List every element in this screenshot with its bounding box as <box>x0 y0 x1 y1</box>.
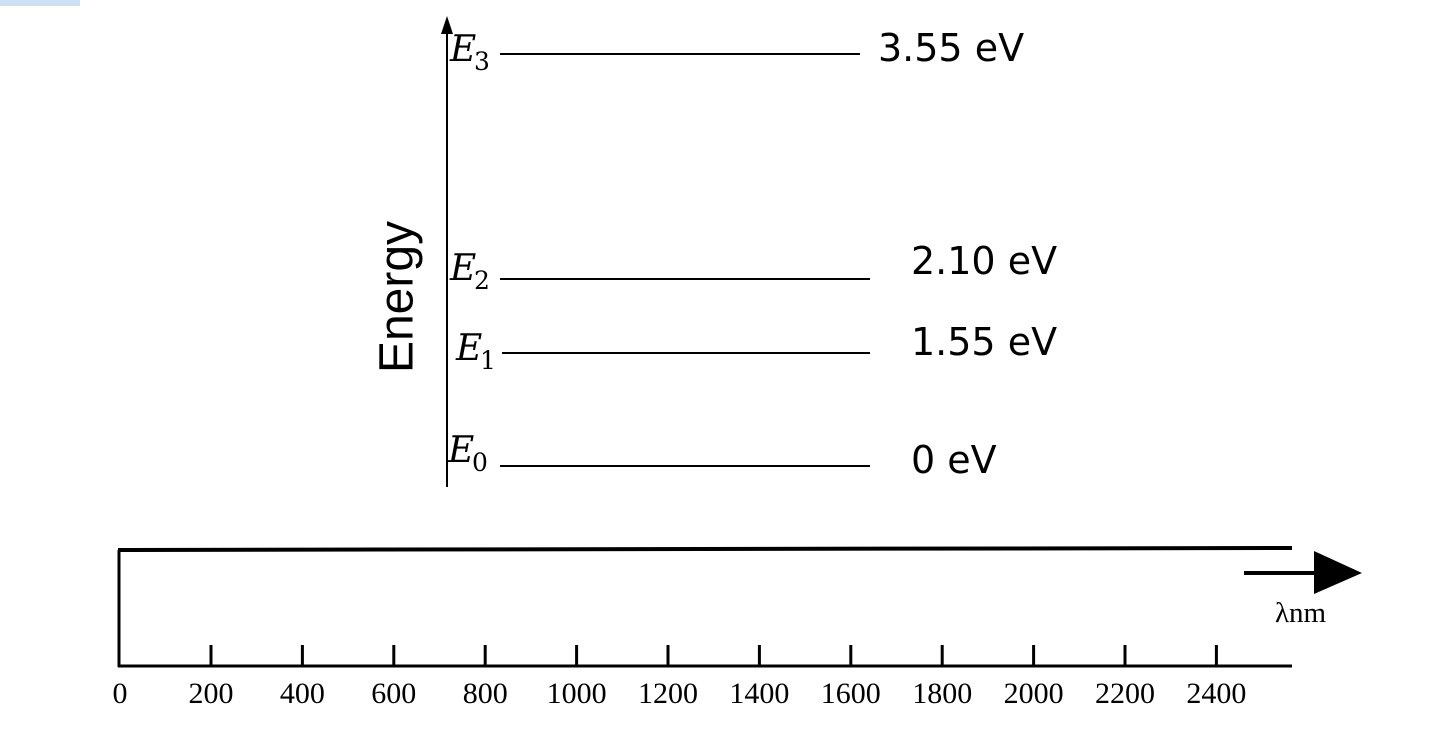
level-e2-subscript: 2 <box>474 266 490 295</box>
wavelength-tick-label-1400: 1400 <box>729 677 789 710</box>
energy-axis <box>441 16 453 487</box>
wavelength-tick-label-2000: 2000 <box>1004 677 1064 710</box>
level-e0-symbol: E <box>447 430 474 471</box>
corner-tab <box>0 0 80 6</box>
level-e2-value: 2.10 eV <box>911 239 1057 283</box>
wavelength-ticks <box>209 645 1218 666</box>
wavelength-tick-label-0: 0 <box>113 677 128 710</box>
level-e1-subscript: 1 <box>480 346 496 375</box>
wavelength-tick-label-1200: 1200 <box>638 677 698 710</box>
wavelength-tick-labels: 0 200 400 600 800 1000 1200 1400 1600 1800 2000 220… <box>113 677 1247 710</box>
wavelength-tick-label-1000: 1000 <box>547 677 607 710</box>
wavelength-scale <box>117 546 1293 668</box>
wavelength-tick-label-800: 800 <box>463 677 508 710</box>
energy-axis-arrow-icon <box>441 16 453 34</box>
energy-level-e1: E 1 1.55 eV <box>455 320 1057 375</box>
level-e0-value: 0 eV <box>911 438 997 482</box>
wavelength-tick-label-600: 600 <box>371 677 416 710</box>
wavelength-unit-label: λnm <box>1275 597 1327 629</box>
energy-level-e2: E 2 2.10 eV <box>449 239 1057 295</box>
wavelength-tick-label-400: 400 <box>280 677 325 710</box>
level-e1-symbol: E <box>455 328 482 369</box>
level-e3-subscript: 3 <box>474 47 490 76</box>
wavelength-tick-label-1800: 1800 <box>912 677 972 710</box>
wavelength-arrow-icon <box>1244 551 1362 594</box>
energy-level-e0: E 0 0 eV <box>447 430 997 482</box>
energy-level-e3: E 3 3.55 eV <box>449 26 1024 76</box>
level-e1-value: 1.55 eV <box>911 320 1057 364</box>
wavelength-tick-label-200: 200 <box>189 677 234 710</box>
energy-axis-title: Energy <box>371 221 424 373</box>
level-e2-symbol: E <box>449 248 476 289</box>
level-e0-subscript: 0 <box>472 448 488 477</box>
wavelength-tick-label-2400: 2400 <box>1186 677 1246 710</box>
level-e3-symbol: E <box>449 29 476 70</box>
wavelength-tick-label-2200: 2200 <box>1095 677 1155 710</box>
wavelength-tick-label-1600: 1600 <box>821 677 881 710</box>
level-e3-value: 3.55 eV <box>878 26 1024 70</box>
